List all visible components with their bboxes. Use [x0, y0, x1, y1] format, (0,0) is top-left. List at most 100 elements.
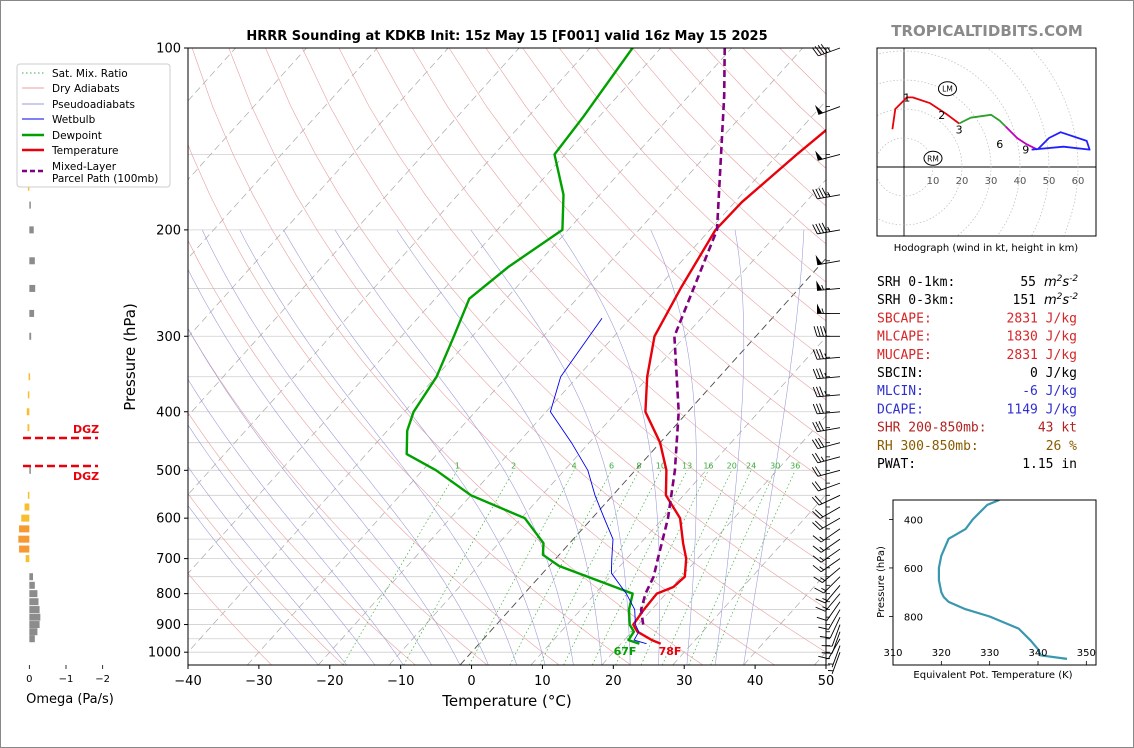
mixing-ratio-label: 24 — [746, 461, 756, 470]
theta-e-profile — [937, 500, 1068, 660]
barb-flag — [815, 254, 823, 265]
barb-full — [812, 224, 818, 235]
barb-staff — [817, 427, 841, 433]
y-axis-label: Pressure (hPa) — [121, 303, 139, 411]
moist-adiabat — [188, 327, 432, 665]
barb-half — [824, 390, 828, 397]
omega-bar — [29, 309, 35, 317]
barb-staff — [817, 442, 841, 450]
barb-full — [819, 368, 824, 379]
barb-full — [820, 43, 828, 53]
mixing-ratio-line — [403, 470, 515, 665]
hodograph-rings: 10 20 30 40 50 60 — [877, 48, 1096, 236]
wind-barb — [813, 326, 840, 337]
index-label: SRH 0-1km: — [877, 275, 955, 290]
hodograph-ring — [877, 79, 992, 236]
wind-barb — [812, 548, 841, 563]
hodograph-segment — [958, 113, 1007, 128]
surface-temperature-label: 78F — [659, 645, 682, 658]
x-tick-label: −40 — [174, 674, 201, 689]
mixing-ratio-label: 10 — [656, 461, 666, 470]
y-tick-label: 200 — [156, 223, 181, 238]
index-value: 1830 J/kg — [1007, 330, 1077, 345]
barb-full — [811, 467, 819, 477]
wind-barbs — [811, 43, 841, 674]
hodograph-ring — [877, 50, 1021, 236]
barb-staff — [817, 356, 841, 360]
moist-adiabat — [650, 229, 697, 665]
barb-full — [815, 606, 826, 612]
omega-bar — [29, 613, 41, 621]
y-tick-label: 300 — [156, 330, 181, 345]
barb-staff — [820, 538, 841, 553]
dry-adiabat — [779, 48, 826, 95]
barb-full — [821, 652, 833, 654]
barb-staff — [828, 609, 841, 630]
wind-barb — [811, 481, 841, 492]
index-value: 43 kt — [1038, 421, 1077, 436]
isotherm-line — [317, 100, 826, 665]
barb-full — [812, 349, 818, 360]
omega-bar — [29, 332, 32, 340]
omega-tick-label: −2 — [95, 674, 110, 685]
index-value: -6 J/kg — [1022, 384, 1077, 399]
barb-half — [822, 606, 828, 610]
dry-adiabat — [522, 48, 826, 361]
barb-full — [815, 421, 821, 432]
index-value: 0 J/kg — [1030, 366, 1077, 381]
wind-barb — [811, 43, 841, 57]
dry-adiabat — [188, 493, 344, 665]
mixing-ratio-line — [342, 470, 458, 665]
index-value: 2831 J/kg — [1007, 311, 1077, 326]
index-value: 2831 J/kg — [1007, 348, 1077, 363]
wind-barb — [819, 616, 841, 639]
x-tick-label: 10 — [534, 674, 551, 689]
barb-full — [818, 188, 825, 198]
hodograph-ring — [1030, 48, 1079, 236]
moist-adiabat — [188, 424, 376, 665]
barb-full — [815, 598, 826, 604]
barb-full — [819, 636, 831, 639]
dgz-top-label: DGZ — [73, 423, 99, 436]
y-tick-label: 1000 — [148, 646, 181, 661]
hodograph-ring — [877, 108, 963, 226]
hodograph-ring-label: 30 — [985, 176, 998, 187]
legend-label: Dewpoint — [52, 130, 102, 142]
barb-staff — [818, 106, 841, 115]
barb-full — [811, 47, 819, 57]
barb-flag — [817, 303, 822, 314]
barb-full — [812, 564, 822, 573]
hodograph-segment — [891, 96, 960, 130]
omega-bar — [18, 535, 30, 543]
barb-full — [812, 511, 821, 519]
barb-half — [819, 556, 825, 561]
wind-barb — [812, 368, 841, 380]
dry-adiabat — [188, 143, 632, 665]
wind-barb — [817, 303, 840, 314]
mixing-ratio-label: 16 — [703, 461, 713, 470]
hodograph-ring-label: 20 — [956, 176, 969, 187]
wind-barb — [811, 452, 841, 464]
barb-full — [815, 466, 822, 476]
index-value: 26 % — [1046, 439, 1077, 454]
x-tick-label: 40 — [747, 674, 764, 689]
theta-e-frame — [892, 499, 1097, 666]
barb-staff — [831, 624, 841, 647]
mixing-ratio-label: 1 — [455, 461, 460, 470]
wind-barb — [814, 105, 841, 115]
dry-adiabat — [188, 239, 560, 665]
moist-adiabat — [743, 229, 805, 665]
omega-bar — [29, 284, 36, 292]
barb-full — [823, 326, 828, 337]
mixing-ratio-label: 6 — [609, 461, 614, 470]
wind-barb — [812, 348, 841, 360]
moist-adiabat — [557, 229, 660, 665]
hodograph-trace: 1 23 6 9 LM RM — [891, 81, 1091, 166]
barb-staff — [817, 376, 841, 380]
theta-e-y-label: Pressure (hPa) — [876, 546, 887, 618]
isotherm-line — [672, 494, 826, 665]
wind-barb — [821, 631, 841, 654]
mixing-ratio-line — [661, 470, 752, 665]
barb-full — [812, 422, 818, 432]
mixing-ratio-label: 36 — [790, 461, 800, 470]
